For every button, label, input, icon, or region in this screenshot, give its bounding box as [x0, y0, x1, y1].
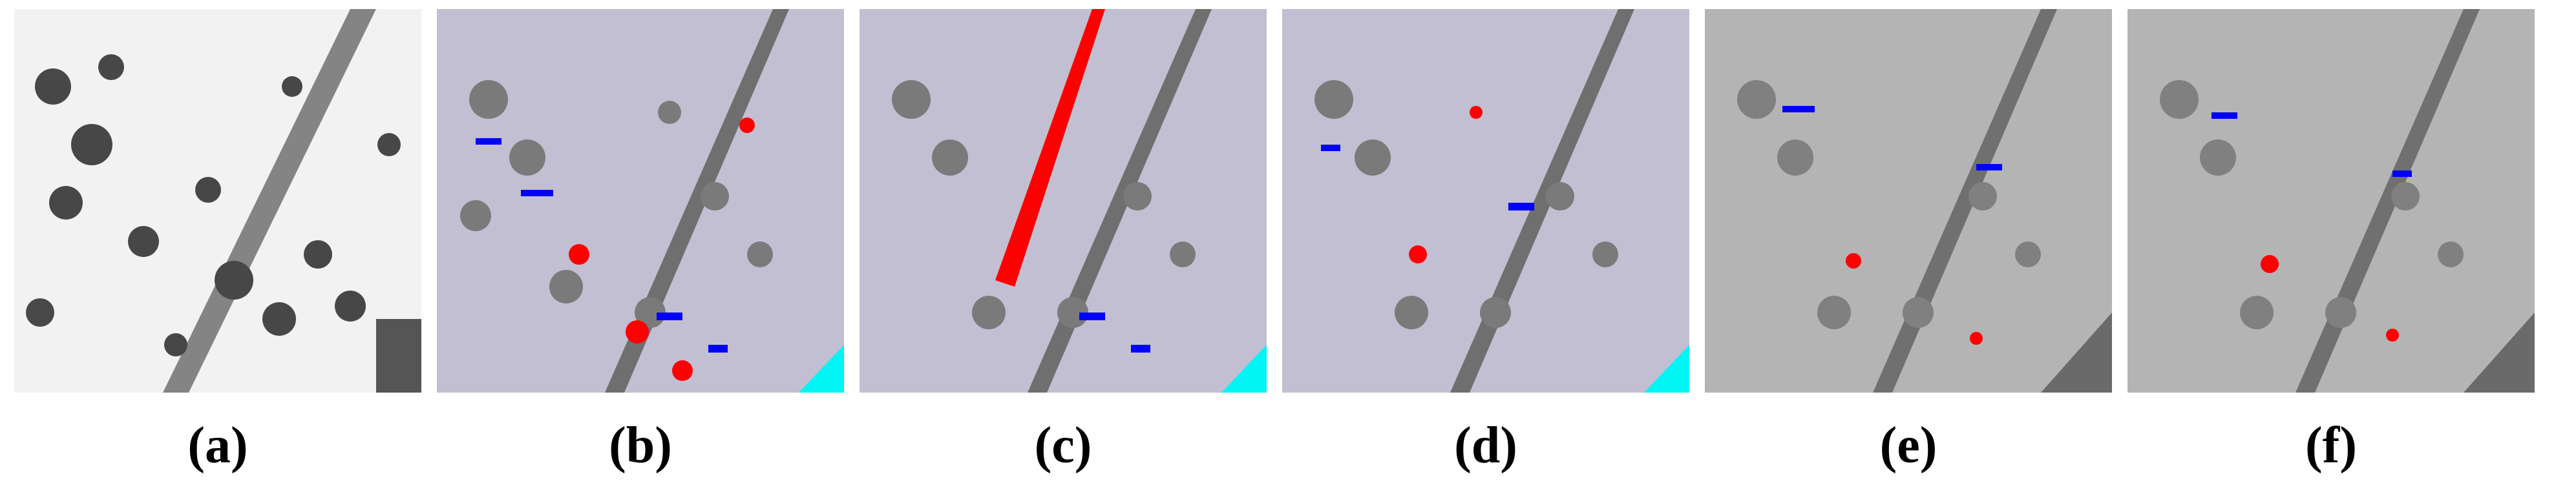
panel-e-image [1705, 9, 2112, 393]
panel-f-image [2127, 9, 2535, 393]
panel-b-label: (b) [609, 417, 672, 474]
panel-c-image [860, 9, 1267, 393]
panel-e-label: (e) [1879, 417, 1937, 474]
classification-map-f [2127, 9, 2535, 393]
aerial-photo [14, 9, 421, 393]
panel-d-label: (d) [1454, 417, 1517, 474]
panel-b-image [437, 9, 844, 393]
classification-map-d [1282, 9, 1689, 393]
panel-a-image [14, 9, 421, 393]
panel-c-label: (c) [1034, 417, 1092, 474]
panel-f-label: (f) [2305, 417, 2357, 474]
panel-d-image [1282, 9, 1689, 393]
classification-map-e [1705, 9, 2112, 393]
panel-a-label: (a) [187, 417, 248, 474]
classification-map-b [437, 9, 844, 393]
classification-map-c [860, 9, 1267, 393]
